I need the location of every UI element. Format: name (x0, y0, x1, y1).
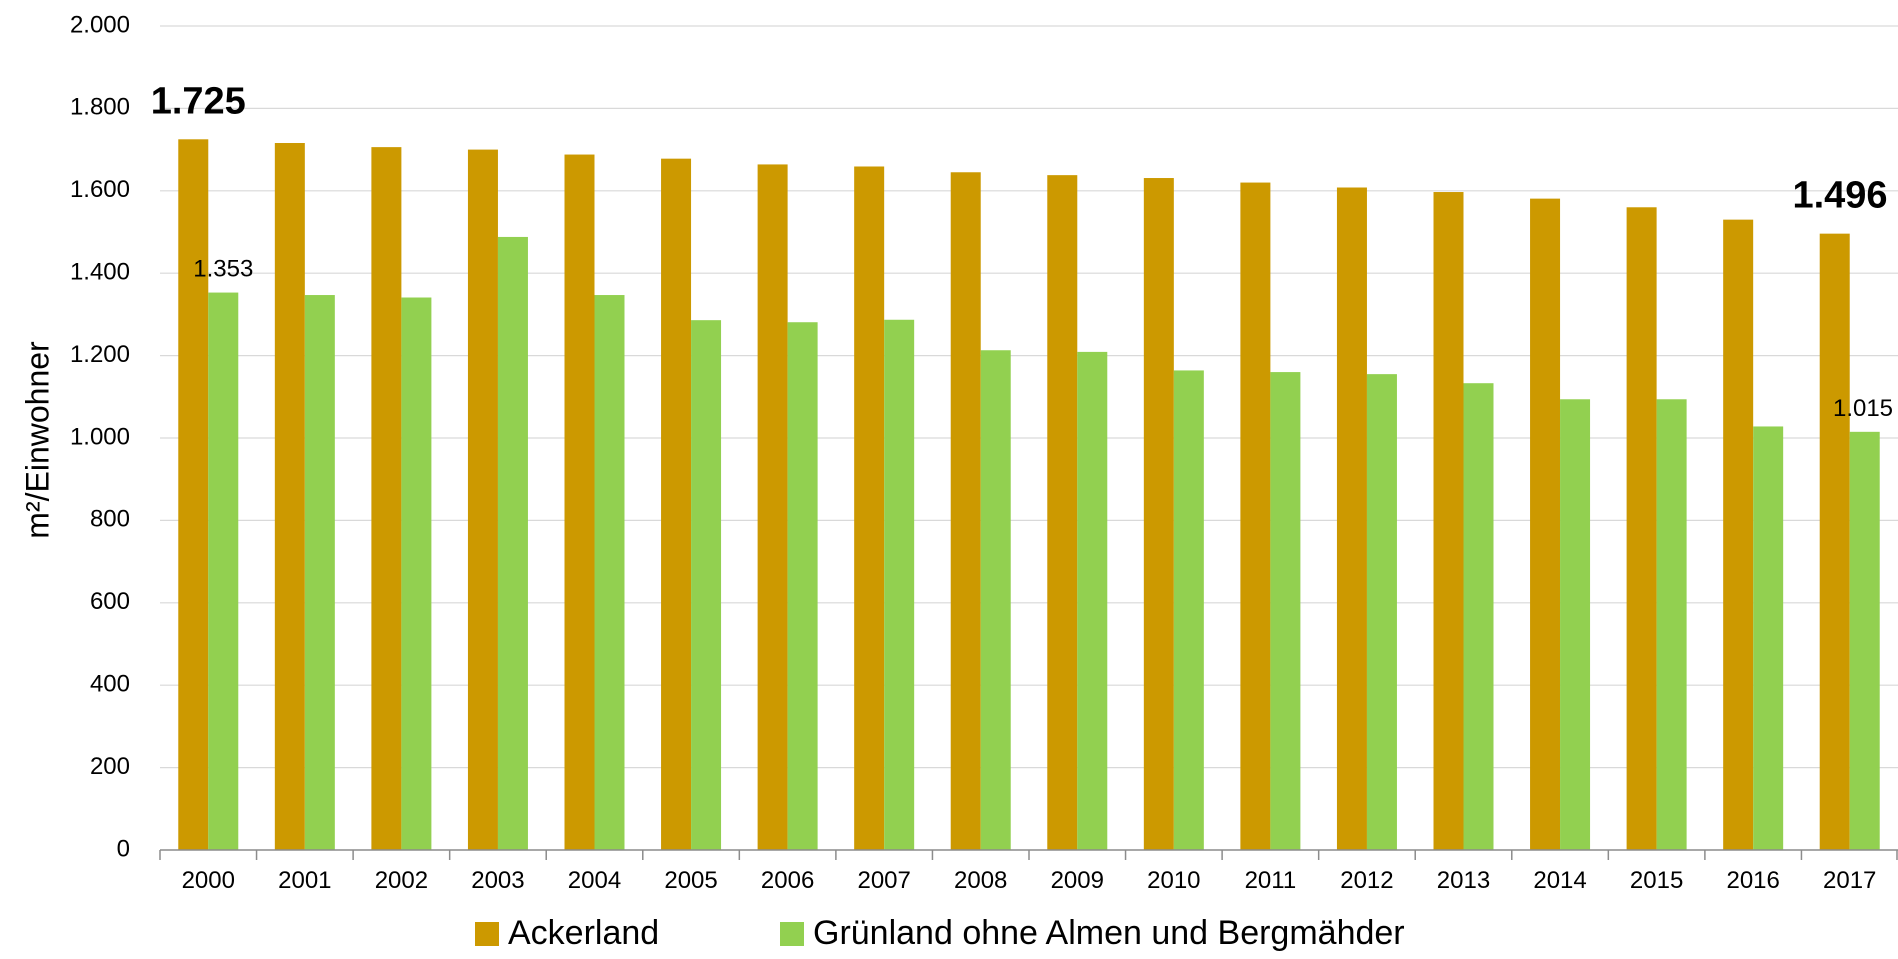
bar-gruenland (1560, 399, 1591, 850)
bars (178, 139, 1880, 851)
x-tick-label: 2008 (954, 867, 1007, 894)
bar-ackerland (1723, 219, 1754, 850)
x-tick-label: 2002 (375, 867, 428, 894)
bar-ackerland (274, 143, 305, 850)
x-tick-label: 2014 (1533, 867, 1586, 894)
data-label: 1.353 (193, 256, 253, 283)
y-tick-label: 1.200 (70, 341, 130, 368)
y-tick-label: 800 (90, 506, 130, 533)
bar-ackerland (757, 164, 788, 850)
bar-ackerland (1530, 198, 1561, 851)
bar-ackerland (1336, 187, 1367, 850)
x-tick-label: 2016 (1726, 867, 1779, 894)
y-tick-label: 200 (90, 753, 130, 780)
bar-ackerland (1047, 175, 1078, 851)
legend-swatch (780, 922, 804, 946)
x-tick-label: 2006 (761, 867, 814, 894)
y-tick-label: 2.000 (70, 11, 130, 38)
bar-gruenland (884, 319, 915, 851)
x-tick-label: 2003 (471, 867, 524, 894)
x-tick-label: 2000 (182, 867, 235, 894)
x-tick-label: 2015 (1630, 867, 1683, 894)
y-tick-label: 600 (90, 588, 130, 615)
bar-ackerland (564, 154, 595, 850)
bar-ackerland (1626, 207, 1657, 850)
bar-gruenland (208, 292, 239, 851)
y-tick-label: 1.600 (70, 176, 130, 203)
x-tick-label: 2011 (1245, 867, 1297, 894)
bar-gruenland (1463, 383, 1494, 850)
gridlines (160, 25, 1898, 769)
bar-gruenland (401, 297, 432, 850)
data-label: 1.496 (1792, 175, 1887, 217)
bar-ackerland (178, 139, 209, 851)
x-tick-label: 2001 (278, 867, 331, 894)
bar-gruenland (594, 295, 625, 850)
data-labels: 1.725 1.496 1.353 1.015 (151, 80, 1893, 422)
bar-gruenland (691, 320, 722, 851)
bar-ackerland (1240, 182, 1271, 850)
bar-ackerland (1143, 178, 1174, 850)
y-tick-label: 1.800 (70, 94, 130, 121)
bar-gruenland (787, 322, 818, 850)
x-tick-label: 2009 (1051, 867, 1104, 894)
bar-ackerland (1819, 233, 1850, 850)
bar-gruenland (1366, 374, 1397, 850)
data-label: 1.015 (1833, 395, 1893, 422)
bar-ackerland (467, 149, 498, 851)
legend-label: Ackerland (508, 914, 659, 952)
bar-gruenland (1173, 370, 1204, 850)
y-tick-label: 400 (90, 671, 130, 698)
bar-gruenland (1270, 372, 1301, 850)
y-tick-label: 1.400 (70, 259, 130, 286)
x-tick-label: 2013 (1437, 867, 1490, 894)
x-tick-label: 2004 (568, 867, 621, 894)
bar-gruenland (304, 295, 335, 850)
bar-ackerland (950, 172, 981, 850)
bar-gruenland (1849, 431, 1880, 850)
y-axis-title: m²/Einwohner (19, 341, 55, 539)
x-tick-label: 2017 (1823, 867, 1876, 894)
bar-ackerland (1433, 192, 1464, 850)
x-tick-label: 2007 (857, 867, 910, 894)
legend-swatch (475, 922, 499, 946)
bar-gruenland (1753, 426, 1784, 850)
bar-ackerland (371, 147, 402, 851)
y-tick-label: 0 (117, 835, 130, 862)
x-tick-label: 2010 (1147, 867, 1200, 894)
bar-gruenland (1077, 351, 1108, 850)
bar-ackerland (854, 166, 885, 850)
bar-gruenland (1656, 399, 1687, 850)
bar-gruenland (980, 350, 1011, 850)
legend: Ackerland Grünland ohne Almen und Bergmäh… (475, 914, 1405, 952)
data-label: 1.725 (151, 80, 246, 122)
x-tick-label: 2012 (1340, 867, 1393, 894)
bar-gruenland (497, 236, 528, 851)
bar-ackerland (661, 158, 692, 850)
y-tick-label: 1.000 (70, 423, 130, 450)
legend-label: Grünland ohne Almen und Bergmähder (813, 914, 1405, 952)
x-tick-label: 2005 (664, 867, 717, 894)
axes: 0 200 400 600 800 1.000 1.200 1.400 1.600 1.800 2.… (70, 11, 1898, 894)
